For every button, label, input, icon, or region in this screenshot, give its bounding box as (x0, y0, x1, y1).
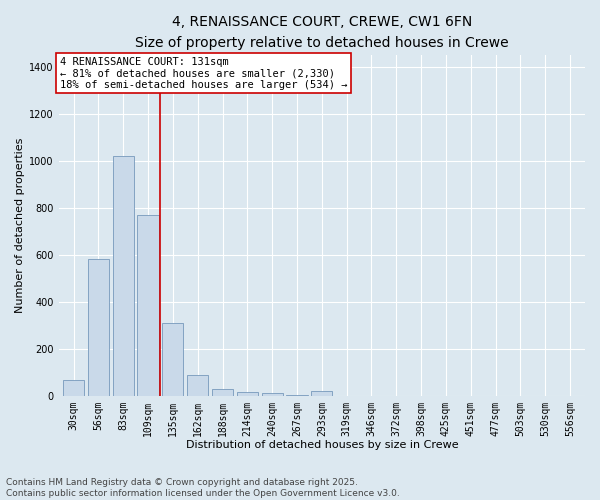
Text: 4 RENAISSANCE COURT: 131sqm
← 81% of detached houses are smaller (2,330)
18% of : 4 RENAISSANCE COURT: 131sqm ← 81% of det… (60, 56, 347, 90)
Bar (63, 380, 84, 396)
Text: Contains HM Land Registry data © Crown copyright and database right 2025.
Contai: Contains HM Land Registry data © Crown c… (6, 478, 400, 498)
Bar (137, 215, 158, 396)
Bar (212, 388, 233, 396)
Bar (88, 260, 109, 396)
Bar (286, 394, 308, 396)
Title: 4, RENAISSANCE COURT, CREWE, CW1 6FN
Size of property relative to detached house: 4, RENAISSANCE COURT, CREWE, CW1 6FN Siz… (135, 15, 509, 50)
X-axis label: Distribution of detached houses by size in Crewe: Distribution of detached houses by size … (185, 440, 458, 450)
Bar (113, 156, 134, 396)
Y-axis label: Number of detached properties: Number of detached properties (15, 138, 25, 313)
Bar (237, 392, 258, 396)
Bar (163, 323, 184, 396)
Bar (311, 392, 332, 396)
Bar (187, 374, 208, 396)
Bar (262, 394, 283, 396)
